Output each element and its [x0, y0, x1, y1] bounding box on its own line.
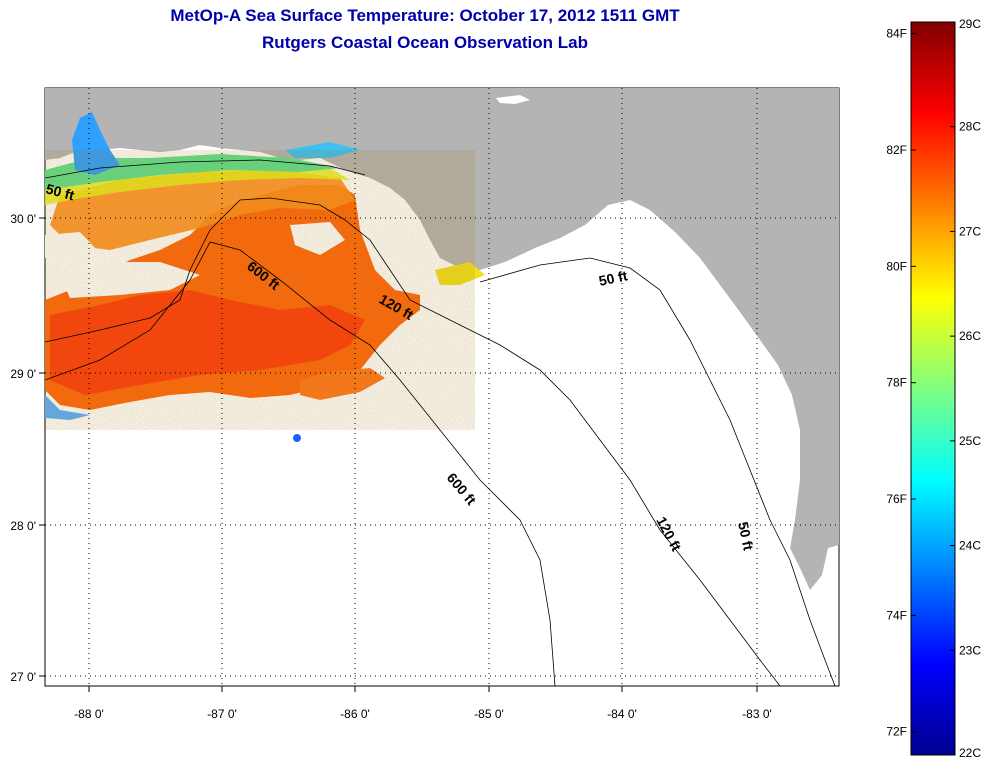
colorbar-labels: 29C 28C 27C 26C 25C 24C 23C 22C 84F 82F 80F 78F 76F 7…: [886, 17, 981, 760]
sst-texture: [45, 150, 475, 430]
contour-600ft: [45, 241, 556, 686]
colorbar-label-celsius: 28C: [959, 120, 981, 134]
contour-label-50ft-west: 50 ft: [44, 180, 76, 203]
sst-imagery: [45, 112, 485, 442]
lon-tick-label-85: -85 0': [474, 707, 504, 721]
lat-tick-label-30: 30 0': [10, 212, 36, 226]
colorbar-label-fahrenheit: 82F: [886, 143, 907, 157]
map-title: MetOp-A Sea Surface Temperature: October…: [170, 6, 680, 25]
lon-tick-label-88: -88 0': [74, 707, 104, 721]
contour-50ft-west: [45, 159, 366, 179]
contour-120ft: [45, 197, 781, 686]
axis-tick-marks: [39, 217, 758, 692]
colorbar-label-fahrenheit: 74F: [886, 608, 907, 622]
colorbar-label-celsius: 26C: [959, 329, 981, 343]
lat-tick-label-28: 28 0': [10, 519, 36, 533]
lon-tick-label-87: -87 0': [207, 707, 237, 721]
colorbar-label-celsius: 24C: [959, 539, 981, 553]
colorbar-label-celsius: 27C: [959, 224, 981, 238]
colorbar-label-celsius: 23C: [959, 643, 981, 657]
colorbar: [910, 21, 956, 756]
colorbar-label-fahrenheit: 80F: [886, 259, 907, 273]
lat-tick-label-27: 27 0': [10, 670, 36, 684]
sst-small-patch: [293, 434, 301, 442]
lon-tick-label-83: -83 0': [742, 707, 772, 721]
contour-label-50ft-east: 50 ft: [597, 267, 629, 289]
bathymetry-contours: [45, 159, 836, 686]
colorbar-label-celsius: 29C: [959, 17, 981, 31]
colorbar-label-fahrenheit: 72F: [886, 725, 907, 739]
contour-label-50ft-south: 50 ft: [735, 520, 757, 552]
colorbar-label-celsius: 25C: [959, 434, 981, 448]
contour-50ft-east: [479, 257, 836, 686]
land-highlight: [496, 95, 530, 104]
map-subtitle: Rutgers Coastal Ocean Observation Lab: [262, 33, 588, 52]
colorbar-label-fahrenheit: 76F: [886, 492, 907, 506]
lat-tick-label-29: 29 0': [10, 367, 36, 381]
colorbar-label-fahrenheit: 84F: [886, 27, 907, 41]
colorbar-ticks: [911, 21, 955, 756]
lon-tick-label-86: -86 0': [340, 707, 370, 721]
colorbar-label-celsius: 22C: [959, 746, 981, 760]
colorbar-label-fahrenheit: 78F: [886, 376, 907, 390]
lon-tick-label-84: -84 0': [607, 707, 637, 721]
